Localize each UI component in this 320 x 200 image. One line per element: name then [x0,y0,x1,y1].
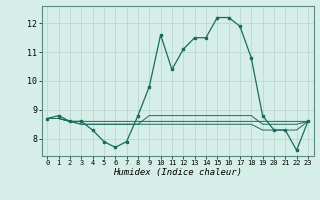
X-axis label: Humidex (Indice chaleur): Humidex (Indice chaleur) [113,168,242,177]
